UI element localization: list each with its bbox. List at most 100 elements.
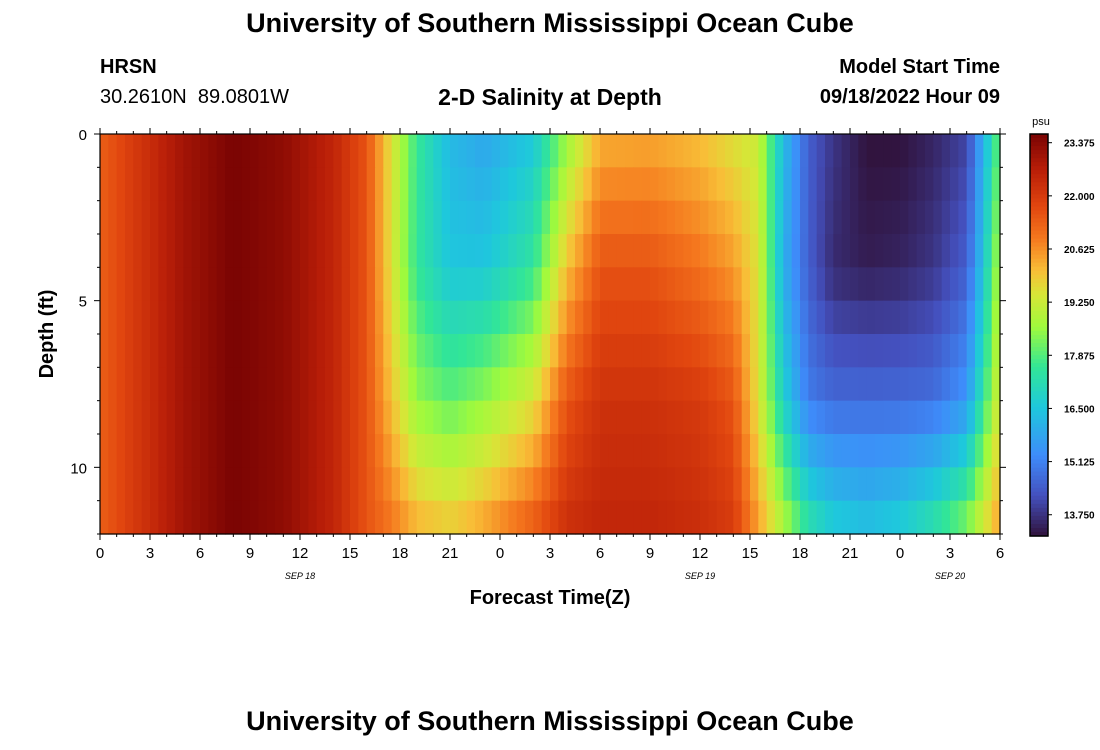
heatmap-cell (125, 267, 134, 302)
heatmap-cell (566, 200, 576, 235)
heatmap-cell (450, 134, 459, 168)
heatmap-cell (366, 300, 376, 335)
colorbar-segment (1030, 286, 1048, 292)
heatmap-cell (650, 267, 659, 302)
heatmap-cell (716, 334, 726, 368)
heatmap-cell (941, 334, 951, 368)
heatmap-cell (600, 134, 609, 168)
heatmap-cell (141, 334, 151, 368)
heatmap-cell (350, 300, 359, 335)
colorbar-segment (1030, 154, 1048, 159)
heatmap-cell (233, 334, 243, 368)
heatmap-cell (333, 334, 343, 368)
heatmap-cell (408, 400, 418, 435)
colorbar-segment (1030, 447, 1048, 453)
heatmap-cell (583, 400, 593, 435)
heatmap-cell (333, 134, 343, 168)
heatmap-cell (633, 400, 643, 435)
heatmap-cell (858, 200, 868, 235)
heatmap-cell (933, 367, 943, 402)
heatmap-cell (291, 434, 301, 468)
heatmap-cell (208, 434, 218, 468)
heatmap-cell (958, 367, 968, 402)
heatmap-cell (491, 334, 501, 368)
heatmap-cell (250, 367, 259, 402)
heatmap-cell (525, 500, 534, 535)
colorbar-segment (1030, 399, 1048, 404)
heatmap-cell (725, 300, 734, 335)
heatmap-cell (900, 467, 909, 502)
heatmap-cell (516, 267, 526, 302)
heatmap-cell (708, 234, 718, 268)
heatmap-cell (341, 267, 351, 302)
heatmap-cell (291, 500, 301, 535)
heatmap-cell (475, 367, 484, 402)
heatmap-cell (575, 334, 584, 368)
heatmap-cell (100, 134, 109, 168)
heatmap-cell (333, 434, 343, 468)
heatmap-cell (450, 500, 459, 535)
heatmap-cell (116, 334, 126, 368)
heatmap-cell (316, 367, 326, 402)
heatmap-cell (883, 367, 893, 402)
heatmap-cell (200, 134, 209, 168)
y-tick-label: 10 (70, 460, 87, 477)
heatmap-cell (350, 434, 359, 468)
heatmap-cell (666, 234, 676, 268)
colorbar-segment (1030, 174, 1048, 179)
heatmap-cell (391, 167, 401, 202)
heatmap-cell (491, 367, 501, 402)
colorbar-segment (1030, 363, 1048, 368)
heatmap-cell (616, 300, 626, 335)
heatmap-cell (716, 467, 726, 502)
heatmap-cell (775, 134, 784, 168)
heatmap-cell (433, 434, 443, 468)
heatmap-cell (183, 500, 193, 535)
heatmap-cell (450, 334, 459, 368)
colorbar-segment (1030, 347, 1048, 352)
heatmap-cell (858, 367, 868, 402)
heatmap-cell (600, 300, 609, 335)
heatmap-cell (483, 334, 493, 368)
heatmap-cell (383, 200, 393, 235)
heatmap-cell (800, 400, 809, 435)
heatmap-cell (483, 300, 493, 335)
heatmap-cell (100, 400, 109, 435)
heatmap-cell (416, 167, 426, 202)
heatmap-cell (733, 167, 743, 202)
colorbar-tick-label: 17.875 (1064, 351, 1095, 362)
heatmap-cell (800, 200, 809, 235)
heatmap-cell (800, 234, 809, 268)
heatmap-cell (150, 367, 159, 402)
colorbar-segment (1030, 142, 1048, 147)
heatmap-cell (391, 400, 401, 435)
heatmap-cell (425, 367, 434, 402)
heatmap-cell (700, 200, 709, 235)
heatmap-cell (675, 400, 684, 435)
heatmap-cell (325, 267, 334, 302)
heatmap-cell (141, 467, 151, 502)
heatmap-cell (541, 500, 551, 535)
heatmap-cell (875, 267, 884, 302)
heatmap-cell (866, 500, 876, 535)
heatmap-cell (158, 234, 168, 268)
heatmap-cell (791, 134, 801, 168)
heatmap-cell (875, 300, 884, 335)
heatmap-cell (533, 334, 543, 368)
heatmap-cell (200, 334, 209, 368)
heatmap-cell (883, 234, 893, 268)
heatmap-cell (750, 200, 759, 235)
page-title: University of Southern Mississippi Ocean… (246, 8, 854, 38)
heatmap-cell (425, 467, 434, 502)
heatmap-cell (591, 367, 601, 402)
heatmap-cell (950, 334, 959, 368)
heatmap-cell (775, 500, 784, 535)
heatmap-cell (958, 400, 968, 435)
heatmap-cell (241, 467, 251, 502)
heatmap-cell (475, 300, 484, 335)
heatmap-cell (133, 200, 143, 235)
heatmap-cell (958, 234, 968, 268)
heatmap-cell (458, 200, 468, 235)
heatmap-cell (633, 500, 643, 535)
heatmap-cell (558, 500, 568, 535)
